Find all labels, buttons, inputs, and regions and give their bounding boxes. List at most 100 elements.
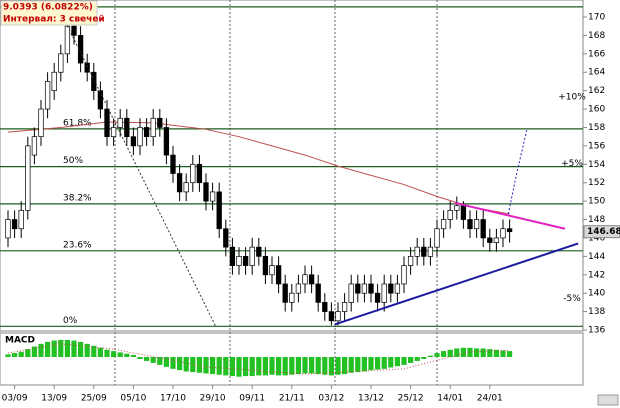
macd-bar: [124, 353, 130, 357]
candle-body: [137, 127, 143, 147]
candle-body: [71, 25, 77, 36]
candle-body: [58, 53, 64, 73]
candle-body: [315, 283, 321, 303]
candle-body: [18, 209, 24, 230]
candle-body: [242, 256, 249, 266]
y-tick-label: 154: [588, 160, 605, 170]
y-tick-label: 156: [588, 141, 605, 151]
macd-bar: [97, 347, 103, 357]
level-label: 0%: [63, 316, 78, 326]
macd-bar: [454, 348, 460, 357]
candle-body: [91, 71, 97, 91]
candle-body: [361, 283, 368, 294]
candle-body: [473, 219, 480, 230]
interval-text: Интервал: 3 свечей: [3, 15, 105, 25]
macd-bar: [78, 341, 84, 357]
macd-bar: [302, 357, 308, 374]
macd-bar: [91, 345, 97, 357]
x-tick-label: 13/09: [41, 394, 67, 404]
candle-body: [434, 228, 440, 248]
candle-body: [421, 246, 427, 257]
candle-body: [236, 256, 242, 266]
x-tick-label: 17/10: [160, 394, 186, 404]
candle-body: [322, 302, 328, 312]
candle-body: [295, 283, 302, 294]
macd-bar: [427, 355, 433, 357]
trend-line: [61, 14, 216, 326]
candle-body: [374, 292, 381, 303]
candle-body: [308, 274, 315, 285]
macd-bar: [441, 351, 447, 357]
candle-body: [335, 311, 341, 322]
macd-bar: [507, 351, 513, 357]
macd-bar: [18, 351, 24, 357]
macd-bar: [203, 357, 209, 374]
candle-body: [176, 173, 183, 193]
y-tick-label: 144: [588, 252, 605, 262]
macd-bar: [12, 353, 18, 357]
candle-body: [394, 283, 401, 294]
y-tick-label: 168: [588, 31, 605, 41]
candle-body: [150, 117, 156, 138]
candle-body: [5, 219, 11, 239]
price-label: -5%: [563, 294, 581, 304]
macd-bar: [157, 357, 163, 365]
macd-bar: [368, 357, 374, 371]
scroll-control[interactable]: [597, 394, 619, 406]
macd-bar: [322, 357, 328, 375]
macd-bar: [493, 349, 499, 357]
macd-bar: [25, 349, 31, 357]
macd-bar: [71, 340, 77, 357]
macd-bar: [183, 357, 189, 372]
y-tick-label: 136: [588, 326, 605, 336]
candle-body: [124, 117, 130, 138]
macd-bar: [348, 357, 354, 373]
candle-body: [440, 219, 447, 230]
x-tick-label: 03/12: [318, 394, 344, 404]
macd-bar: [295, 357, 301, 375]
macd-bar: [38, 343, 44, 357]
y-tick-label: 140: [588, 289, 605, 299]
y-tick-label: 148: [588, 215, 605, 225]
candle-body: [25, 145, 31, 211]
macd-bar: [394, 357, 400, 367]
candle-body: [157, 117, 163, 128]
level-label: 38.2%: [63, 193, 92, 203]
macd-bar: [414, 357, 420, 361]
x-tick-label: 24/01: [477, 394, 503, 404]
candle-body: [328, 311, 335, 322]
candle-body: [51, 71, 57, 91]
macd-bar: [45, 341, 51, 357]
candle-body: [77, 35, 84, 64]
trend-line: [454, 201, 566, 230]
macd-bar: [447, 349, 453, 357]
candle-body: [454, 205, 460, 211]
macd-bar: [84, 343, 90, 357]
x-tick-label: 05/10: [120, 394, 146, 404]
candle-body: [427, 246, 434, 257]
macd-bar: [282, 357, 288, 376]
candle-body: [183, 182, 189, 193]
macd-bar: [31, 346, 37, 357]
change-text: 9.0393 (6.0822%): [3, 3, 93, 13]
y-tick-label: 166: [588, 49, 605, 59]
candle-body: [269, 265, 275, 276]
candle-body: [44, 81, 51, 110]
macd-bar: [480, 348, 486, 357]
macd-bar: [408, 357, 414, 363]
macd-bar: [388, 357, 394, 368]
x-tick-label: 25/09: [81, 394, 107, 404]
candle-body: [190, 163, 196, 184]
last-price-box: [583, 225, 620, 239]
macd-bar: [460, 347, 466, 357]
macd-bar: [289, 357, 295, 375]
macd-bar: [434, 353, 440, 357]
price-panel: [0, 0, 584, 332]
month-separators: [114, 0, 438, 385]
y-tick-label: 162: [588, 86, 605, 96]
candle-body: [341, 302, 348, 312]
candle-body: [381, 283, 387, 303]
macd-bar: [216, 357, 222, 375]
x-tick-label: 13/12: [358, 394, 384, 404]
macd-bar: [210, 357, 216, 375]
